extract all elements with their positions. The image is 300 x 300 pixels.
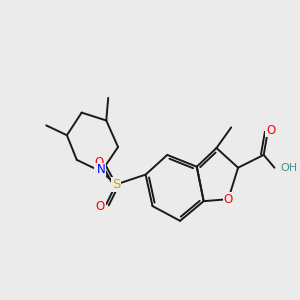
Text: N: N <box>97 163 106 176</box>
Text: S: S <box>112 178 120 191</box>
Text: OH: OH <box>280 163 298 173</box>
Text: O: O <box>95 156 104 169</box>
Text: O: O <box>224 193 233 206</box>
Text: O: O <box>96 200 105 213</box>
Text: O: O <box>266 124 275 137</box>
